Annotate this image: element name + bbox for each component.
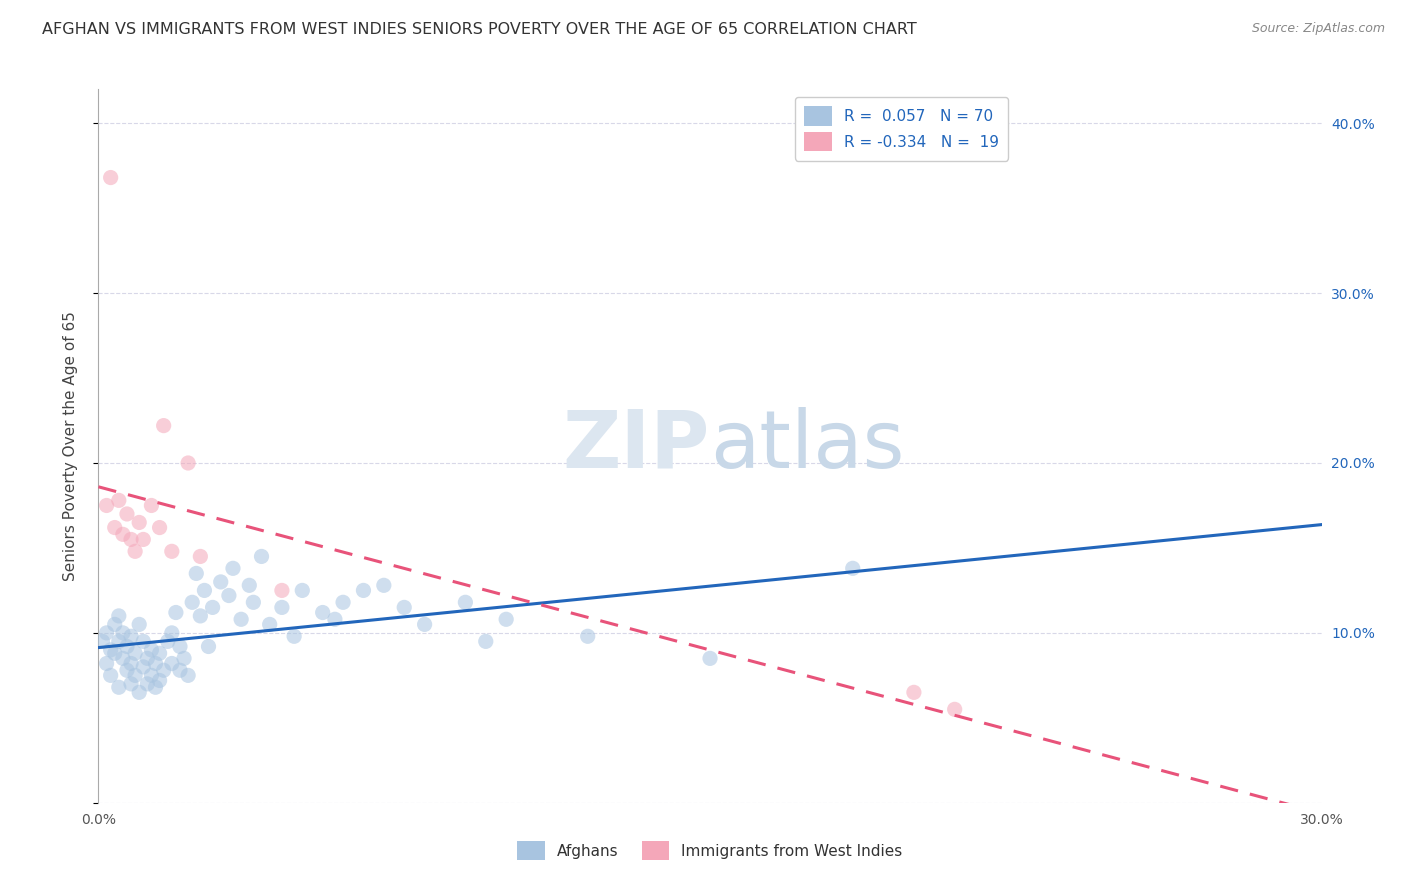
Point: [120, 657, 142, 671]
Point: [132, 533, 155, 547]
Point: [903, 685, 925, 699]
Point: [108, 608, 131, 623]
Point: [177, 456, 200, 470]
Point: [132, 660, 155, 674]
Point: [222, 561, 245, 575]
Point: [120, 629, 142, 643]
Point: [128, 617, 150, 632]
Point: [104, 646, 127, 660]
Point: [136, 651, 159, 665]
Point: [152, 663, 174, 677]
Point: [128, 685, 150, 699]
Point: [160, 544, 183, 558]
Point: [141, 499, 163, 513]
Point: [91, 634, 114, 648]
Legend: Afghans, Immigrants from West Indies: Afghans, Immigrants from West Indies: [512, 835, 908, 866]
Point: [373, 578, 395, 592]
Point: [96, 499, 118, 513]
Point: [141, 643, 163, 657]
Point: [96, 626, 118, 640]
Point: [231, 612, 253, 626]
Point: [454, 595, 477, 609]
Point: [100, 170, 122, 185]
Point: [193, 583, 215, 598]
Point: [120, 677, 142, 691]
Point: [312, 606, 335, 620]
Point: [145, 657, 167, 671]
Point: [156, 634, 179, 648]
Point: [259, 617, 281, 632]
Point: [242, 595, 264, 609]
Text: ZIP: ZIP: [562, 407, 710, 485]
Point: [186, 566, 208, 581]
Point: [270, 600, 294, 615]
Point: [111, 651, 134, 665]
Point: [108, 493, 131, 508]
Y-axis label: Seniors Poverty Over the Age of 65: Seniors Poverty Over the Age of 65: [63, 311, 77, 581]
Point: [145, 680, 167, 694]
Text: AFGHAN VS IMMIGRANTS FROM WEST INDIES SENIORS POVERTY OVER THE AGE OF 65 CORRELA: AFGHAN VS IMMIGRANTS FROM WEST INDIES SE…: [42, 22, 917, 37]
Point: [115, 640, 138, 654]
Point: [120, 533, 142, 547]
Point: [111, 527, 134, 541]
Point: [270, 583, 294, 598]
Point: [352, 583, 374, 598]
Point: [115, 507, 138, 521]
Point: [177, 668, 200, 682]
Point: [323, 612, 346, 626]
Point: [181, 595, 204, 609]
Point: [100, 643, 122, 657]
Point: [165, 606, 187, 620]
Point: [149, 646, 172, 660]
Point: [495, 612, 517, 626]
Point: [124, 544, 146, 558]
Point: [108, 680, 131, 694]
Point: [197, 640, 219, 654]
Point: [188, 549, 212, 564]
Point: [209, 574, 232, 589]
Text: Source: ZipAtlas.com: Source: ZipAtlas.com: [1251, 22, 1385, 36]
Point: [841, 561, 863, 575]
Point: [136, 677, 159, 691]
Point: [392, 600, 416, 615]
Point: [149, 673, 172, 688]
Point: [291, 583, 314, 598]
Point: [100, 668, 122, 682]
Point: [108, 634, 131, 648]
Point: [111, 626, 134, 640]
Point: [149, 520, 172, 534]
Point: [104, 520, 127, 534]
Point: [104, 617, 127, 632]
Point: [169, 640, 191, 654]
Point: [132, 634, 155, 648]
Point: [124, 668, 146, 682]
Point: [188, 608, 212, 623]
Point: [96, 657, 118, 671]
Point: [141, 668, 163, 682]
Point: [128, 516, 150, 530]
Point: [160, 657, 183, 671]
Point: [115, 663, 138, 677]
Point: [474, 634, 498, 648]
Point: [413, 617, 436, 632]
Point: [201, 600, 224, 615]
Point: [218, 589, 240, 603]
Point: [943, 702, 966, 716]
Point: [699, 651, 721, 665]
Point: [173, 651, 195, 665]
Point: [576, 629, 599, 643]
Point: [332, 595, 354, 609]
Point: [169, 663, 191, 677]
Point: [250, 549, 273, 564]
Point: [283, 629, 305, 643]
Point: [124, 646, 146, 660]
Point: [160, 626, 183, 640]
Text: atlas: atlas: [710, 407, 904, 485]
Point: [152, 418, 174, 433]
Point: [238, 578, 260, 592]
